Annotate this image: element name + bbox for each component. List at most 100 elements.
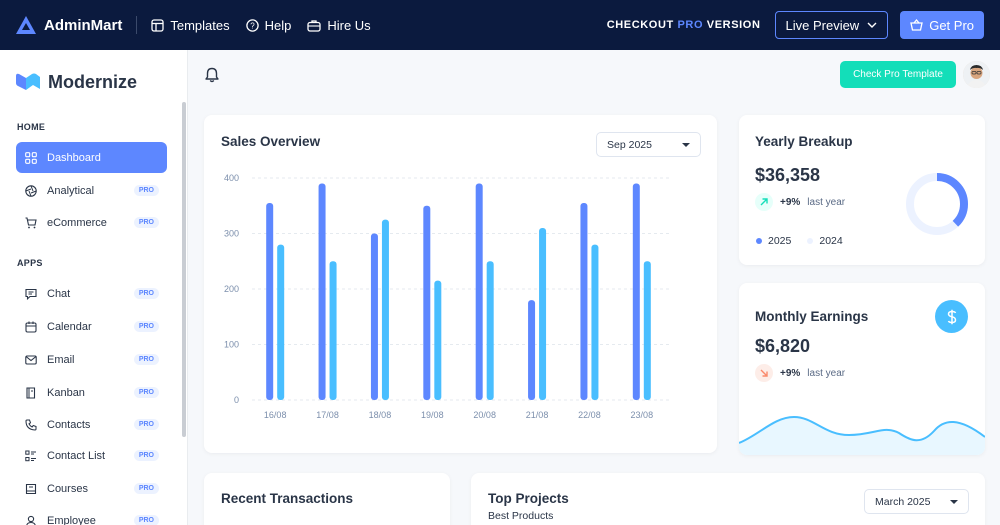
bar-series1[interactable] — [318, 183, 326, 400]
sidebar-item-chat[interactable]: Chat PRO — [16, 278, 167, 309]
pro-badge: PRO — [133, 419, 159, 430]
sidebar-item-label: Dashboard — [47, 151, 101, 164]
legend-dot — [807, 238, 814, 244]
monthly-amount: $6,820 — [755, 336, 811, 356]
sidebar-item-courses[interactable]: Courses PRO — [16, 473, 167, 504]
sidebar-item-contact-list[interactable]: Contact List PRO — [16, 440, 167, 471]
adminmart-logo[interactable]: AdminMart — [16, 16, 122, 34]
sales-month-value: Sep 2025 — [607, 138, 652, 151]
x-tick-label: 21/08 — [526, 410, 549, 420]
legend-2024: 2024 — [807, 235, 843, 247]
sidebar-item-employee[interactable]: Employee PRO — [16, 505, 167, 525]
sidebar-item-label: Email — [47, 353, 75, 366]
bar-series1[interactable] — [632, 183, 640, 400]
sidebar-item-ecommerce[interactable]: eCommerce PRO — [16, 207, 167, 238]
sidebar-item-email[interactable]: Email PRO — [16, 344, 167, 375]
x-tick-label: 23/08 — [631, 410, 654, 420]
arrow-down-right-icon — [755, 364, 773, 382]
pro-badge: PRO — [133, 483, 159, 494]
topbar: Check Pro Template — [188, 50, 1000, 100]
y-tick-label: 400 — [224, 173, 239, 183]
sidebar-item-dashboard[interactable]: Dashboard — [16, 142, 167, 173]
svg-text:?: ? — [250, 21, 255, 30]
pro-badge: PRO — [133, 185, 159, 196]
section-apps: APPS — [17, 258, 43, 268]
x-tick-label: 20/08 — [473, 410, 496, 420]
checkout-pro-link[interactable]: CHECKOUT PRO VERSION — [607, 19, 761, 31]
y-tick-label: 0 — [234, 395, 239, 405]
bar-series2[interactable] — [539, 227, 547, 400]
live-preview-button[interactable]: Live Preview — [774, 11, 889, 39]
projects-month-select[interactable]: March 2025 — [864, 489, 969, 514]
checkout-prefix: CHECKOUT — [606, 19, 678, 31]
sales-month-select[interactable]: Sep 2025 — [596, 132, 701, 157]
top-projects-card: Top Projects Best Products March 2025 — [471, 473, 985, 525]
bar-series2[interactable] — [329, 261, 337, 400]
aperture-icon — [24, 184, 38, 198]
y-tick-label: 200 — [224, 284, 239, 294]
briefcase-icon — [307, 19, 321, 32]
sidebar-item-label: Contacts — [47, 418, 91, 431]
sidebar-item-label: Kanban — [47, 386, 85, 399]
sales-overview-card: Sales Overview Sep 2025 0 100 200 300 400 16/… — [204, 115, 717, 453]
help-link[interactable]: ? Help — [245, 17, 292, 33]
bar-series1[interactable] — [266, 202, 274, 400]
pro-badge: PRO — [133, 450, 159, 461]
promo-bar: AdminMart Templates ? Help Hire Us CHECK… — [0, 0, 1000, 50]
employee-icon — [24, 514, 38, 525]
bar-series1[interactable] — [475, 183, 483, 400]
templates-link[interactable]: Templates — [151, 18, 230, 33]
sidebar-item-kanban[interactable]: Kanban PRO — [16, 377, 167, 408]
sparkline-line — [739, 415, 985, 444]
monthly-delta: +9% last year — [755, 364, 845, 382]
check-pro-template-button[interactable]: Check Pro Template — [840, 61, 956, 88]
bar-series1[interactable] — [580, 202, 588, 400]
caret-down-icon — [950, 499, 958, 504]
notification-button[interactable] — [205, 67, 219, 88]
modernize-logo[interactable]: Modernize — [0, 50, 187, 100]
checkout-pro: PRO — [677, 19, 704, 31]
bar-series2[interactable] — [277, 244, 285, 400]
bar-series1[interactable] — [370, 233, 378, 401]
divider — [136, 16, 138, 34]
monthly-earnings-sparkline — [739, 415, 985, 455]
live-preview-label: Live Preview — [785, 17, 860, 33]
bar-series2[interactable] — [486, 261, 494, 400]
avatar[interactable] — [963, 61, 990, 88]
sidebar-scrollbar[interactable] — [182, 102, 186, 437]
sidebar-item-label: eCommerce — [47, 216, 107, 229]
sidebar-item-calendar[interactable]: Calendar PRO — [16, 311, 167, 342]
bar-series2[interactable] — [381, 219, 389, 400]
pro-badge: PRO — [133, 288, 159, 299]
phone-icon — [24, 418, 38, 432]
sparkline-area — [739, 417, 985, 455]
legend-2025: 2025 — [756, 235, 791, 247]
chevron-down-icon — [867, 22, 877, 28]
list-details-icon — [24, 449, 38, 463]
bar-series1[interactable] — [423, 205, 431, 400]
section-home: HOME — [17, 122, 46, 132]
calendar-icon — [24, 320, 38, 334]
bar-series2[interactable] — [434, 280, 442, 400]
bar-series2[interactable] — [591, 244, 599, 400]
bar-series1[interactable] — [528, 300, 536, 400]
monthly-delta-value: +9% — [780, 367, 801, 379]
adminmart-logo-icon — [16, 16, 36, 34]
help-circle-icon: ? — [245, 18, 259, 32]
monthly-earnings-card: Monthly Earnings $6,820 +9% last year — [739, 283, 985, 455]
recent-transactions-card: Recent Transactions — [204, 473, 450, 525]
sidebar-item-contacts[interactable]: Contacts PRO — [16, 409, 167, 440]
bar-series2[interactable] — [643, 261, 651, 400]
user-avatar-image — [963, 61, 990, 88]
get-pro-button[interactable]: Get Pro — [900, 11, 984, 39]
sidebar-item-analytical[interactable]: Analytical PRO — [16, 175, 167, 206]
help-label: Help — [264, 17, 292, 33]
modernize-logo-icon — [16, 73, 40, 90]
caret-down-icon — [682, 142, 690, 147]
x-tick-label: 22/08 — [578, 410, 601, 420]
modernize-brand: Modernize — [48, 71, 138, 92]
pro-badge: PRO — [133, 515, 159, 525]
legend-label: 2024 — [819, 235, 843, 247]
hire-us-link[interactable]: Hire Us — [307, 18, 371, 33]
sidebar: Modernize HOME APPS Dashboard Analytical… — [0, 50, 188, 525]
